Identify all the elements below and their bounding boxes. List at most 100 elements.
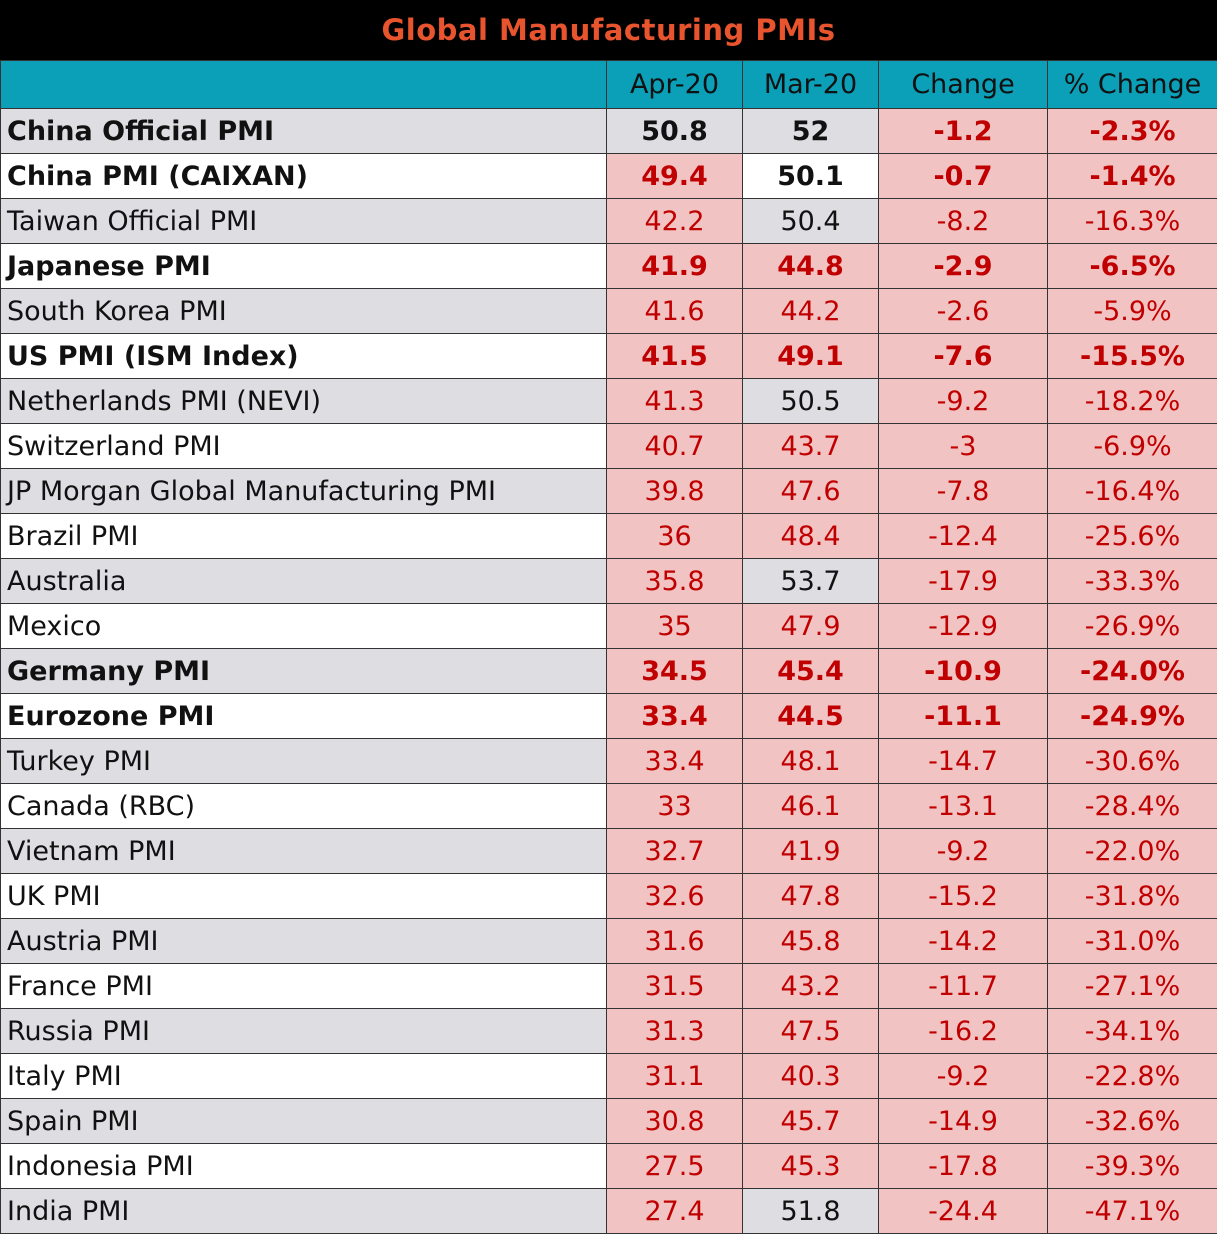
pct-change-value: -24.9% — [1048, 694, 1217, 739]
apr-value: 40.7 — [607, 424, 743, 469]
mar-value: 52 — [743, 109, 879, 154]
row-name: Australia — [1, 559, 607, 604]
change-value: -13.1 — [879, 784, 1048, 829]
change-value: -12.4 — [879, 514, 1048, 559]
row-name: Austria PMI — [1, 919, 607, 964]
row-name: South Korea PMI — [1, 289, 607, 334]
pct-change-value: -33.3% — [1048, 559, 1217, 604]
pct-change-value: -16.4% — [1048, 469, 1217, 514]
apr-value: 33.4 — [607, 739, 743, 784]
change-value: -10.9 — [879, 649, 1048, 694]
apr-value: 33 — [607, 784, 743, 829]
pct-change-value: -6.9% — [1048, 424, 1217, 469]
change-value: -17.8 — [879, 1144, 1048, 1189]
header-apr: Apr-20 — [607, 61, 743, 109]
apr-value: 31.6 — [607, 919, 743, 964]
header-corner — [1, 61, 607, 109]
pct-change-value: -26.9% — [1048, 604, 1217, 649]
apr-value: 33.4 — [607, 694, 743, 739]
mar-value: 46.1 — [743, 784, 879, 829]
mar-value: 44.2 — [743, 289, 879, 334]
row-name: Vietnam PMI — [1, 829, 607, 874]
pct-change-value: -24.0% — [1048, 649, 1217, 694]
pct-change-value: -28.4% — [1048, 784, 1217, 829]
change-value: -14.2 — [879, 919, 1048, 964]
change-value: -15.2 — [879, 874, 1048, 919]
change-value: -9.2 — [879, 379, 1048, 424]
header-change: Change — [879, 61, 1048, 109]
mar-value: 51.8 — [743, 1189, 879, 1234]
row-name: China PMI (CAIXAN) — [1, 154, 607, 199]
change-value: -7.6 — [879, 334, 1048, 379]
apr-value: 42.2 — [607, 199, 743, 244]
mar-value: 48.4 — [743, 514, 879, 559]
row-name: China Official PMI — [1, 109, 607, 154]
mar-value: 49.1 — [743, 334, 879, 379]
apr-value: 32.6 — [607, 874, 743, 919]
pct-change-value: -1.4% — [1048, 154, 1217, 199]
mar-value: 44.5 — [743, 694, 879, 739]
row-name: Canada (RBC) — [1, 784, 607, 829]
apr-value: 41.9 — [607, 244, 743, 289]
apr-value: 31.1 — [607, 1054, 743, 1099]
change-value: -14.9 — [879, 1099, 1048, 1144]
mar-value: 43.7 — [743, 424, 879, 469]
apr-value: 49.4 — [607, 154, 743, 199]
apr-value: 39.8 — [607, 469, 743, 514]
pct-change-value: -27.1% — [1048, 964, 1217, 1009]
row-name: UK PMI — [1, 874, 607, 919]
apr-value: 27.5 — [607, 1144, 743, 1189]
mar-value: 45.7 — [743, 1099, 879, 1144]
mar-value: 50.5 — [743, 379, 879, 424]
mar-value: 43.2 — [743, 964, 879, 1009]
row-name: Netherlands PMI (NEVI) — [1, 379, 607, 424]
apr-value: 34.5 — [607, 649, 743, 694]
apr-value: 35 — [607, 604, 743, 649]
pmi-table: Apr-20 Mar-20 Change % Change China Offi… — [0, 60, 1217, 1234]
mar-value: 40.3 — [743, 1054, 879, 1099]
pct-change-value: -31.0% — [1048, 919, 1217, 964]
row-name: Italy PMI — [1, 1054, 607, 1099]
apr-value: 41.6 — [607, 289, 743, 334]
change-value: -17.9 — [879, 559, 1048, 604]
apr-value: 31.3 — [607, 1009, 743, 1054]
mar-value: 53.7 — [743, 559, 879, 604]
change-value: -16.2 — [879, 1009, 1048, 1054]
change-value: -24.4 — [879, 1189, 1048, 1234]
mar-value: 47.8 — [743, 874, 879, 919]
change-value: -12.9 — [879, 604, 1048, 649]
row-name: Russia PMI — [1, 1009, 607, 1054]
mar-value: 44.8 — [743, 244, 879, 289]
pct-change-value: -47.1% — [1048, 1189, 1217, 1234]
apr-value: 35.8 — [607, 559, 743, 604]
apr-value: 50.8 — [607, 109, 743, 154]
row-name: France PMI — [1, 964, 607, 1009]
change-value: -9.2 — [879, 1054, 1048, 1099]
pct-change-value: -18.2% — [1048, 379, 1217, 424]
mar-value: 45.4 — [743, 649, 879, 694]
mar-value: 48.1 — [743, 739, 879, 784]
change-value: -7.8 — [879, 469, 1048, 514]
pct-change-value: -6.5% — [1048, 244, 1217, 289]
change-value: -0.7 — [879, 154, 1048, 199]
pct-change-value: -22.0% — [1048, 829, 1217, 874]
pct-change-value: -31.8% — [1048, 874, 1217, 919]
change-value: -2.9 — [879, 244, 1048, 289]
